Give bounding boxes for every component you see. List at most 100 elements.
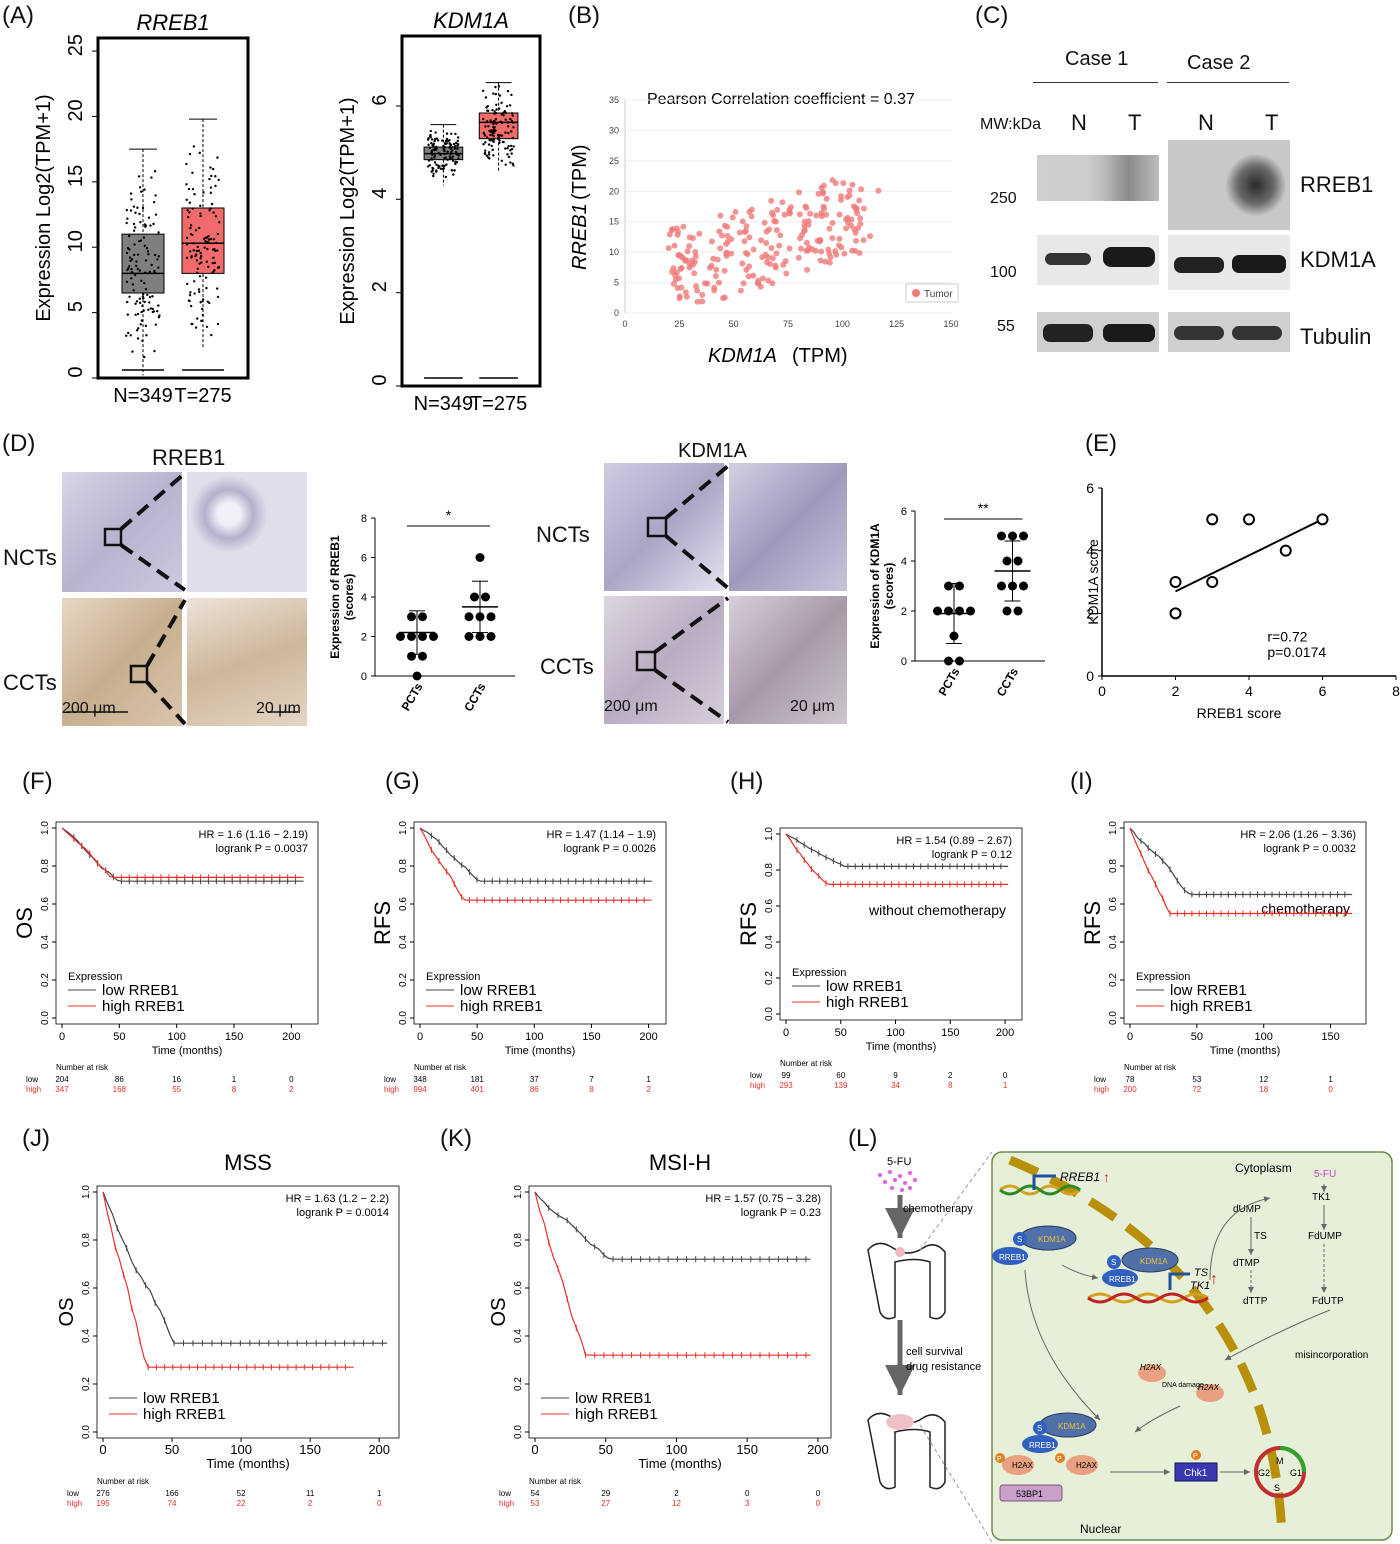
jitter-point xyxy=(502,114,505,117)
svg-text:S: S xyxy=(1017,1235,1022,1244)
risk-row-high: high xyxy=(384,1085,399,1094)
km-panel-j: 0.0 0.2 0.4 0.6 0.8 1.0 0 50 100 150 200 Time (mont… xyxy=(56,1150,400,1508)
scatter-point xyxy=(781,211,788,218)
53bp1-box xyxy=(999,1484,1063,1502)
y-tick-label: 0.6 xyxy=(40,897,51,911)
scatter-point xyxy=(822,258,829,265)
scatter-point xyxy=(714,256,721,263)
jitter-point xyxy=(138,297,141,300)
jitter-point xyxy=(446,150,449,153)
x-tick-label: 75 xyxy=(783,319,793,329)
jitter-point xyxy=(209,166,212,169)
jitter-point xyxy=(157,266,160,269)
scatter-point xyxy=(684,248,691,255)
jitter-point xyxy=(135,260,138,263)
jitter-point xyxy=(445,137,449,141)
scatter-point xyxy=(717,212,724,219)
lane-t1: T xyxy=(1128,110,1142,135)
jitter-point xyxy=(510,130,513,133)
drug-label: 5-FU xyxy=(887,1156,912,1168)
scatter-point xyxy=(743,223,750,230)
y-tick-label: 15 xyxy=(65,165,87,187)
tk1-gene-label: TK1 xyxy=(1190,1280,1210,1292)
jitter-point xyxy=(185,243,189,246)
jitter-point xyxy=(198,262,201,265)
svg-text:S: S xyxy=(1037,1424,1042,1433)
boxplot-title: RREB1 xyxy=(136,10,209,35)
jitter-point xyxy=(216,156,219,159)
x-tick-label: 50 xyxy=(113,1031,125,1043)
y-axis-label: OS xyxy=(488,1298,510,1327)
jitter-point xyxy=(149,307,153,310)
survival-curve xyxy=(419,827,652,882)
jitter-point xyxy=(191,171,194,174)
jitter-point xyxy=(506,153,509,156)
risk-row-low: low xyxy=(499,1489,511,1498)
lane-n2: N xyxy=(1198,110,1214,135)
jitter-point xyxy=(208,209,211,212)
survival-curve xyxy=(419,827,652,901)
jitter-point xyxy=(185,256,189,260)
panel-label-j: (J) xyxy=(22,1125,50,1152)
legend-low: low RREB1 xyxy=(826,978,903,995)
jitter-point xyxy=(452,142,456,146)
risk-low-value: 86 xyxy=(115,1075,124,1084)
data-point xyxy=(1169,607,1182,620)
y-tick-label: 0.4 xyxy=(513,1329,524,1343)
scatter-point xyxy=(676,275,683,282)
jitter-point xyxy=(509,161,512,164)
subgroup-note: chemotherapy xyxy=(1261,901,1350,917)
jitter-point xyxy=(189,291,192,294)
risk-high-value: 0 xyxy=(816,1499,821,1508)
panel-d-ihc: RREB1 NCTs CCTs 200 μm 20 μm KDM1A NCTs … xyxy=(0,430,1080,730)
jitter-point xyxy=(186,209,189,212)
risk-title: Number at risk xyxy=(780,1059,833,1068)
data-point xyxy=(396,632,405,641)
jitter-point xyxy=(217,178,220,182)
jitter-point xyxy=(492,131,496,134)
blot-kdm1a-case1 xyxy=(1037,235,1159,285)
y-tick-label: 4 xyxy=(369,188,391,199)
jitter-point xyxy=(456,144,459,147)
jitter-point xyxy=(191,187,195,191)
protein-kdm1a: KDM1A xyxy=(1300,247,1376,272)
svg-text:S: S xyxy=(1274,1483,1280,1493)
jitter-point xyxy=(493,126,496,129)
x-label: N=349 xyxy=(113,385,173,407)
x-tick-label: 0 xyxy=(1098,683,1106,699)
jitter-point xyxy=(130,277,133,280)
jitter-point xyxy=(510,152,513,155)
survival-curve xyxy=(1129,827,1353,896)
jitter-point xyxy=(481,117,485,121)
scatter-point xyxy=(665,245,672,252)
kdm1a-blob-2 xyxy=(1121,1247,1179,1273)
scatter-point xyxy=(723,252,730,259)
scatter-point xyxy=(857,215,864,222)
risk-low-value: 348 xyxy=(413,1075,427,1084)
jitter-point xyxy=(143,355,146,359)
jitter-point xyxy=(448,146,451,149)
plot-frame xyxy=(413,821,667,1025)
scatter-point xyxy=(723,240,730,247)
risk-low-value: 2 xyxy=(674,1489,679,1498)
hazard-ratio: HR = 1.57 (0.75 − 3.28) xyxy=(705,1193,821,1205)
jitter-point xyxy=(208,177,211,181)
data-point xyxy=(955,581,964,591)
jitter-point xyxy=(509,144,513,148)
risk-row-high: high xyxy=(499,1499,514,1508)
legend-high: high RREB1 xyxy=(102,998,185,1015)
scatter-point xyxy=(769,255,776,262)
scatter-point xyxy=(691,270,698,277)
jitter-point xyxy=(147,216,151,219)
row-ncts-right: NCTs xyxy=(536,522,590,547)
jitter-point xyxy=(133,243,136,246)
jitter-point xyxy=(216,266,220,269)
x-label: T=275 xyxy=(470,393,527,415)
x-label: PCTs xyxy=(936,665,963,698)
jitter-point xyxy=(152,310,156,313)
jitter-point xyxy=(443,142,447,145)
jitter-point xyxy=(486,156,490,159)
data-point xyxy=(1008,531,1017,541)
svg-text:G1: G1 xyxy=(1290,1468,1302,1478)
scatter-point xyxy=(724,232,731,239)
